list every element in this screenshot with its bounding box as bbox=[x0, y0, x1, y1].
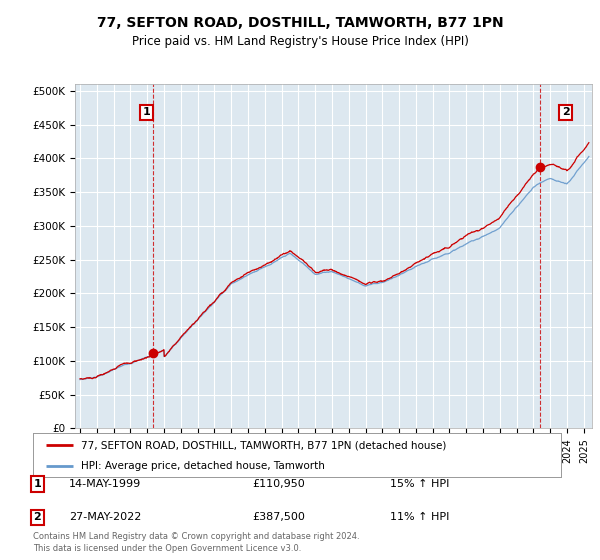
Text: Price paid vs. HM Land Registry's House Price Index (HPI): Price paid vs. HM Land Registry's House … bbox=[131, 35, 469, 48]
Text: 1: 1 bbox=[143, 108, 151, 118]
Text: 77, SEFTON ROAD, DOSTHILL, TAMWORTH, B77 1PN: 77, SEFTON ROAD, DOSTHILL, TAMWORTH, B77… bbox=[97, 16, 503, 30]
Text: £387,500: £387,500 bbox=[252, 512, 305, 522]
Text: 27-MAY-2022: 27-MAY-2022 bbox=[69, 512, 142, 522]
Text: 11% ↑ HPI: 11% ↑ HPI bbox=[390, 512, 449, 522]
Text: HPI: Average price, detached house, Tamworth: HPI: Average price, detached house, Tamw… bbox=[80, 461, 325, 471]
Text: Contains HM Land Registry data © Crown copyright and database right 2024.
This d: Contains HM Land Registry data © Crown c… bbox=[33, 532, 359, 553]
Text: 2: 2 bbox=[34, 512, 41, 522]
Text: 14-MAY-1999: 14-MAY-1999 bbox=[69, 479, 141, 489]
Text: £110,950: £110,950 bbox=[252, 479, 305, 489]
Text: 2: 2 bbox=[562, 108, 569, 118]
Text: 15% ↑ HPI: 15% ↑ HPI bbox=[390, 479, 449, 489]
Text: 1: 1 bbox=[34, 479, 41, 489]
Text: 77, SEFTON ROAD, DOSTHILL, TAMWORTH, B77 1PN (detached house): 77, SEFTON ROAD, DOSTHILL, TAMWORTH, B77… bbox=[80, 440, 446, 450]
